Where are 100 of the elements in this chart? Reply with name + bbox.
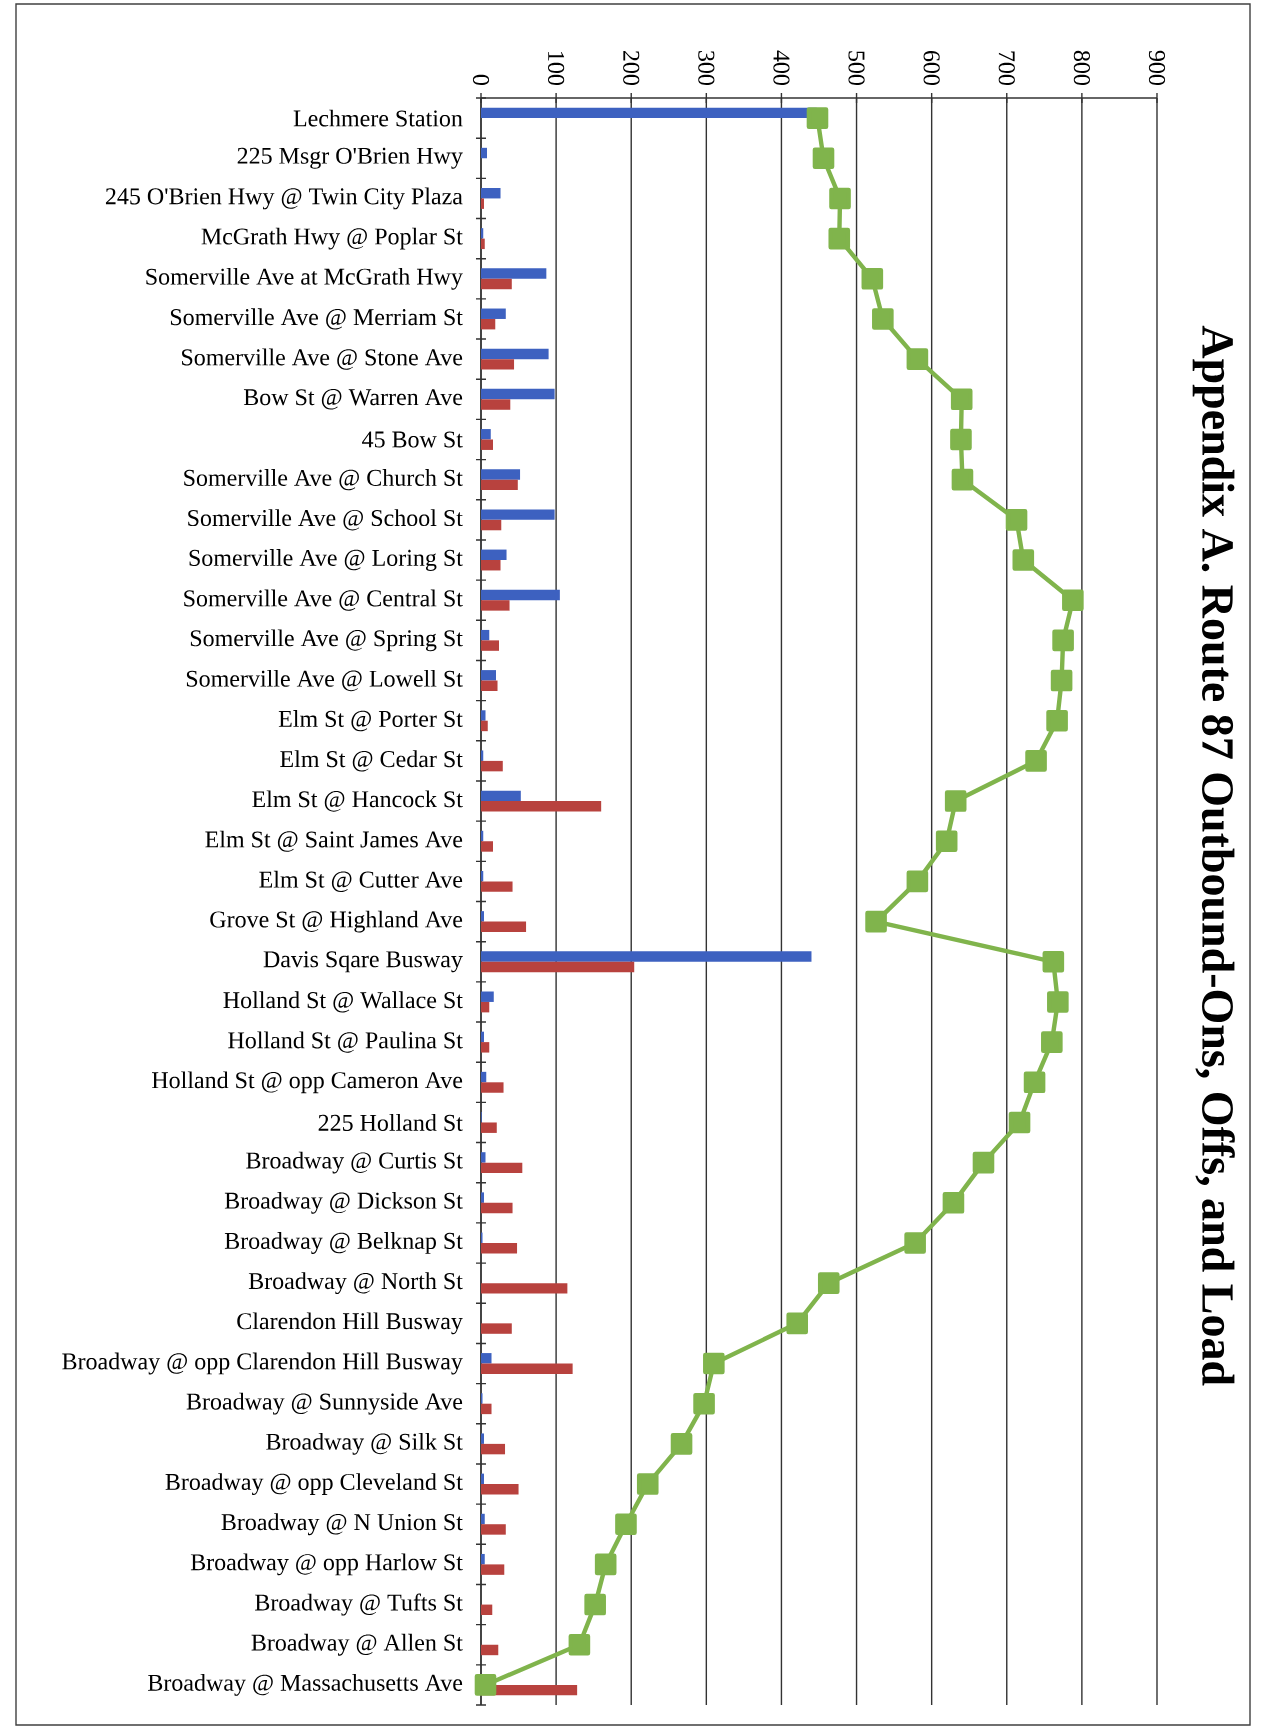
y-tick-label: Grove St @ Highland Ave: [210, 910, 463, 933]
x-tick-label: 500: [848, 51, 865, 86]
bar: [481, 921, 527, 933]
bar: [481, 509, 555, 520]
bar: [481, 1192, 484, 1203]
bar: [481, 1071, 487, 1083]
bar: [481, 147, 487, 159]
bar: [481, 1082, 504, 1093]
bar: [481, 1353, 492, 1364]
y-tick-label: Davis Sqare Busway: [263, 951, 463, 973]
bar: [481, 268, 547, 279]
y-tick-label: Clarendon Hill Busway: [237, 1312, 463, 1335]
bar: [481, 1323, 512, 1334]
bar: [481, 1042, 490, 1053]
point: [693, 1392, 715, 1415]
bar: [481, 1524, 506, 1535]
bar: [481, 1564, 505, 1575]
y-tick-label: Somerville Ave @ Spring St: [190, 629, 463, 652]
y-tick-label: 45 Bow St: [362, 431, 463, 448]
bar: [481, 1403, 492, 1415]
y-tick-label: Broadway @ Tufts St: [255, 1593, 463, 1616]
point: [1012, 549, 1035, 571]
bar: [481, 1433, 484, 1444]
bar: [481, 961, 635, 973]
y-tick-label: Elm St @ Saint James Ave: [205, 830, 463, 852]
y-tick-label: Broadway @ opp Cleveland St: [165, 1473, 463, 1495]
point: [1062, 589, 1084, 611]
bar: [481, 1644, 499, 1656]
bar: [481, 750, 484, 761]
y-tick-label: 225 Holland St: [318, 1114, 463, 1131]
point: [636, 1473, 659, 1495]
y-tick-label: Elm St @ Cutter Ave: [259, 870, 463, 893]
bar: [481, 589, 560, 601]
y-tick-label: Bow St @ Warren Ave: [243, 389, 463, 410]
bar: [481, 629, 490, 641]
point: [703, 1352, 725, 1375]
point: [872, 308, 894, 330]
bar: [481, 640, 500, 651]
bar: [481, 549, 507, 561]
bar: [481, 1031, 484, 1043]
bar: [481, 519, 502, 531]
y-tick-label: Broadway @ Belknap St: [224, 1232, 463, 1254]
y-tick-label: 245 O'Brien Hwy @ Twin City Plaza: [105, 187, 463, 210]
y-tick-label: Holland St @ Wallace St: [223, 991, 463, 1013]
point: [1025, 750, 1047, 772]
y-tick-label: Somerville Ave @ Church St: [184, 469, 463, 491]
y-tick-label: Somerville Ave @ Central St: [184, 589, 463, 611]
y-tick-label: Somerville Ave @ Merriam St: [170, 308, 463, 330]
point: [951, 468, 974, 491]
bar: [481, 1283, 568, 1294]
bar: [481, 1604, 493, 1616]
y-tick-label: Somerville Ave @ School St: [188, 509, 463, 531]
bar: [481, 1122, 497, 1133]
point: [829, 187, 851, 210]
point: [950, 428, 972, 451]
y-tick-label: Elm St @ Porter St: [278, 710, 463, 732]
y-tick-label: Broadway @ N Union St: [221, 1513, 463, 1536]
point: [1008, 1111, 1031, 1134]
bar: [481, 801, 602, 812]
y-tick-label: Broadway @ Massachusetts Ave: [148, 1674, 463, 1696]
bar: [481, 841, 494, 852]
point: [584, 1593, 606, 1616]
y-tick-label: Broadway @ North St: [248, 1272, 463, 1295]
bar: [481, 1443, 506, 1455]
y-tick-label: Broadway @ Allen St: [251, 1633, 463, 1656]
bar: [481, 1484, 519, 1495]
y-tick-label: McGrath Hwy @ Poplar St: [201, 227, 463, 250]
bar: [481, 911, 484, 922]
point: [786, 1312, 809, 1335]
x-tick-label: 900: [1148, 50, 1166, 86]
point: [1023, 1071, 1046, 1094]
point: [861, 267, 884, 290]
point: [1005, 509, 1028, 531]
bar: [481, 991, 494, 1002]
point: [806, 107, 829, 129]
bar: [481, 710, 486, 721]
x-tick-label: 800: [1073, 50, 1090, 86]
point: [942, 1192, 965, 1214]
bar: [481, 188, 501, 199]
bar: [481, 1553, 485, 1565]
point: [828, 227, 851, 250]
y-tick-label: Broadway @ Silk St: [266, 1432, 463, 1455]
point: [1046, 709, 1068, 732]
bar: [481, 600, 510, 611]
x-tick-label: 700: [998, 51, 1015, 86]
point: [1052, 629, 1074, 652]
point: [615, 1513, 637, 1536]
point: [906, 870, 929, 893]
bar: [481, 1162, 523, 1174]
bar: [481, 881, 513, 892]
point: [865, 910, 887, 933]
x-tick-label: 400: [773, 50, 790, 86]
point: [474, 1674, 497, 1696]
bar: [481, 318, 496, 330]
bar: [481, 680, 498, 691]
bar: [481, 308, 506, 319]
point: [1050, 669, 1073, 692]
x-tick-label: 200: [623, 51, 640, 86]
point: [568, 1633, 591, 1656]
bar: [481, 1473, 484, 1485]
